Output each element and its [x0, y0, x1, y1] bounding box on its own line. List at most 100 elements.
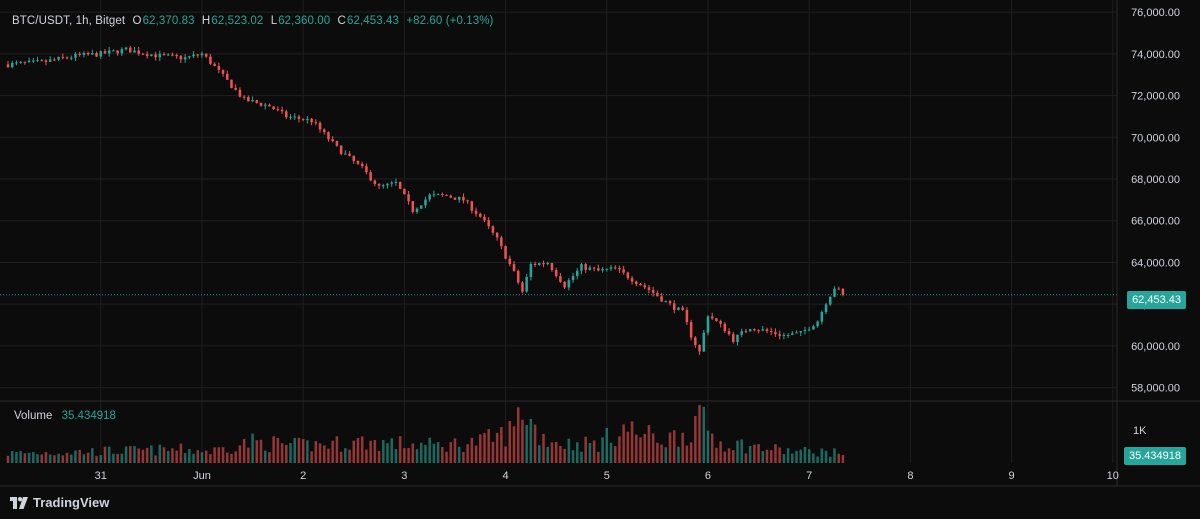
candle-body — [778, 334, 781, 336]
candle-body — [449, 195, 453, 198]
volume-bar — [571, 450, 575, 463]
price-tick-label: 68,000.00 — [1131, 174, 1180, 186]
volume-legend[interactable]: Volume 35.434918 — [14, 410, 116, 422]
candle-body — [719, 321, 722, 324]
candle-body — [263, 104, 267, 106]
candle-body — [27, 60, 31, 63]
candle-body — [647, 287, 651, 290]
volume-bar — [748, 446, 752, 463]
volume-bar — [348, 449, 351, 463]
ohlc-open: O62,370.83 — [132, 15, 195, 27]
volume-bar — [753, 444, 756, 463]
candle-body — [129, 47, 132, 53]
volume-bar — [635, 434, 638, 463]
candle-body — [280, 109, 284, 112]
candle-body — [403, 188, 406, 195]
volume-bar — [95, 455, 98, 463]
candle-body — [419, 205, 423, 209]
volume-bar — [27, 452, 31, 463]
candle-body — [322, 129, 326, 133]
candle-body — [360, 163, 364, 167]
candle-body — [487, 220, 490, 227]
volume-bar — [82, 454, 86, 463]
volume-bar — [280, 443, 284, 463]
volume-bar — [6, 455, 10, 463]
candle-body — [651, 289, 655, 293]
candle-body — [837, 288, 840, 290]
volume-bar — [740, 439, 743, 463]
volume-bar — [40, 454, 43, 463]
volume-bar — [457, 446, 461, 463]
candle-body — [504, 246, 507, 259]
volume-bar — [727, 448, 731, 463]
volume-bar — [580, 451, 583, 463]
candle-body — [344, 153, 347, 155]
volume-bar — [483, 433, 486, 463]
volume-bar — [99, 455, 103, 463]
volume-bar — [550, 442, 554, 463]
candle-body — [234, 87, 237, 90]
volume-bar — [736, 440, 739, 463]
volume-bar — [508, 420, 512, 463]
candle-body — [382, 185, 385, 187]
volume-bar — [57, 453, 60, 463]
candle-body — [542, 263, 545, 265]
volume-bar — [630, 421, 634, 463]
candle-body — [65, 57, 69, 59]
volume-bar — [369, 440, 372, 463]
candle-body — [639, 283, 642, 286]
volume-bar — [512, 426, 516, 463]
candle-body — [554, 270, 558, 277]
candle-body — [732, 334, 735, 342]
volume-bar — [365, 449, 368, 463]
volume-bar — [732, 450, 735, 463]
candle-body — [559, 276, 562, 282]
volume-bar — [129, 446, 132, 463]
volume-bar — [301, 439, 305, 463]
volume-bar — [529, 418, 533, 463]
candle-body — [833, 288, 836, 297]
volume-bar — [774, 444, 777, 463]
candle-body — [365, 166, 368, 173]
volume-bar — [377, 450, 381, 463]
price-tick-label: 58,000.00 — [1131, 383, 1180, 395]
volume-bar — [812, 453, 815, 463]
volume-bar — [559, 446, 562, 463]
candle-body — [145, 54, 149, 57]
volume-bar — [428, 437, 431, 463]
candle-body — [512, 264, 516, 271]
candle-body — [479, 213, 482, 217]
candle-body — [331, 139, 334, 142]
brand-label: TradingView — [33, 495, 110, 510]
candle-body — [10, 62, 14, 68]
volume-bar — [820, 448, 824, 463]
candle-body — [221, 69, 225, 74]
volume-bar — [668, 432, 672, 463]
volume-bar — [546, 446, 550, 463]
volume-bar — [597, 451, 600, 463]
candle-body — [462, 196, 465, 201]
candle-body — [428, 194, 431, 200]
candle-body — [453, 197, 457, 200]
volume-bar — [112, 453, 115, 463]
tradingview-logo[interactable]: TradingView — [10, 495, 109, 510]
volume-bar — [622, 424, 625, 463]
candle-body — [268, 104, 271, 107]
volume-bar — [791, 453, 794, 463]
symbol-label[interactable]: BTC/USDT, 1h, Bitget — [12, 15, 126, 27]
volume-bar — [504, 446, 507, 463]
candle-body — [588, 267, 592, 270]
candle-body — [580, 264, 583, 271]
candle-body — [516, 270, 520, 283]
price-tick-label: 60,000.00 — [1131, 341, 1180, 353]
candle-body — [339, 145, 343, 154]
candle-body — [150, 54, 153, 57]
volume-bar — [318, 443, 322, 463]
volume-bar — [344, 448, 347, 463]
volume-bar — [778, 447, 781, 463]
volume-bar — [841, 454, 845, 463]
candle-body — [162, 53, 166, 55]
candle-body — [204, 53, 208, 57]
candle-body — [335, 141, 339, 146]
